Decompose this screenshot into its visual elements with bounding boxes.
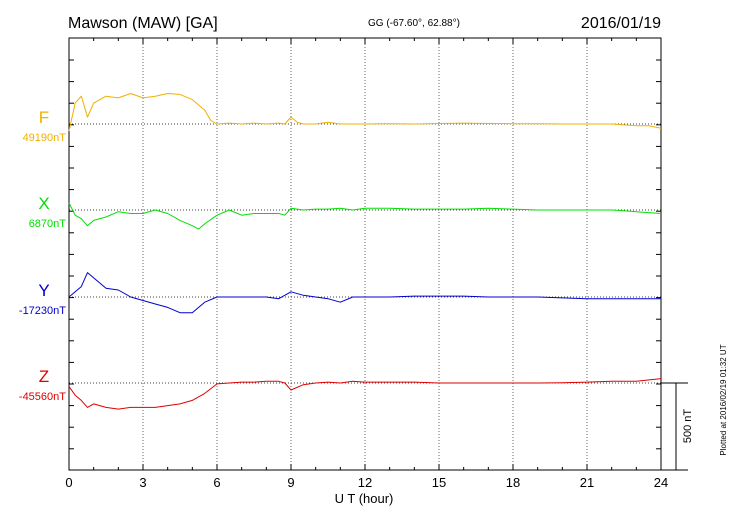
x-tick-label: 0 (65, 475, 72, 490)
x-axis: 0 3 6 9 12 15 18 21 24 (65, 38, 668, 490)
x-tick-label: 18 (506, 475, 520, 490)
series-baseline-y: -17230nT (19, 305, 66, 317)
plot-frame (68, 37, 662, 471)
x-tick-label: 6 (213, 475, 220, 490)
x-tick-label: 21 (580, 475, 594, 490)
series-line-x (68, 202, 662, 230)
x-tick-label: 15 (432, 475, 446, 490)
x-tick-label: 9 (287, 475, 294, 490)
series-group: F 49190nT X 6870nT Y -17230nT Z -45560nT (19, 93, 662, 410)
scale-bar: 500 nT (661, 382, 694, 471)
series-name-x: X (38, 194, 49, 213)
series-baseline-z: -45560nT (19, 391, 66, 403)
series-baseline-f: 49190nT (23, 132, 67, 144)
chart-date: 2016/01/19 (581, 15, 661, 32)
x-tick-label: 12 (358, 475, 372, 490)
x-tick-label: 3 (139, 475, 146, 490)
series-name-f: F (39, 108, 49, 127)
series-name-y: Y (38, 281, 49, 300)
series-line-y (68, 272, 661, 314)
series-line-z (68, 378, 662, 410)
scale-bar-label: 500 nT (682, 409, 694, 444)
series-name-z: Z (39, 367, 49, 386)
series-baseline-x: 6870nT (29, 218, 67, 230)
series-line-f (68, 93, 662, 132)
x-axis-label: U T (hour) (335, 491, 394, 506)
plotted-at-note: Plotted at 2016/02/19 01:32 UT (719, 344, 728, 455)
station-title: Mawson (MAW) [GA] (68, 15, 218, 32)
x-tick-label: 24 (654, 475, 668, 490)
geo-coordinates: GG (-67.60°, 62.88°) (368, 18, 460, 29)
